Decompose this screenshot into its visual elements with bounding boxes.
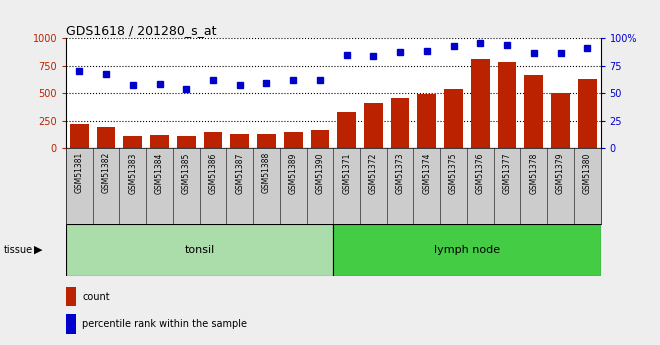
Text: GSM51385: GSM51385 xyxy=(182,152,191,194)
Text: GSM51387: GSM51387 xyxy=(235,152,244,194)
Bar xyxy=(230,134,249,148)
Bar xyxy=(337,112,356,148)
Text: lymph node: lymph node xyxy=(434,245,500,255)
Bar xyxy=(391,98,409,148)
Text: GDS1618 / 201280_s_at: GDS1618 / 201280_s_at xyxy=(66,24,216,37)
Text: tonsil: tonsil xyxy=(185,245,214,255)
Text: GSM51383: GSM51383 xyxy=(128,152,137,194)
Bar xyxy=(204,132,222,148)
Bar xyxy=(333,224,601,276)
Bar xyxy=(70,124,88,148)
Bar xyxy=(150,135,169,148)
Bar xyxy=(284,132,302,148)
Bar xyxy=(418,94,436,148)
Text: GSM51375: GSM51375 xyxy=(449,152,458,194)
Bar xyxy=(123,136,142,148)
Bar xyxy=(471,59,490,148)
Bar xyxy=(257,134,276,148)
Bar xyxy=(444,89,463,148)
Bar xyxy=(525,76,543,148)
Bar xyxy=(578,79,597,148)
Bar xyxy=(97,127,116,148)
Text: GSM51378: GSM51378 xyxy=(529,152,539,194)
Text: ▶: ▶ xyxy=(34,245,42,255)
Text: GSM51373: GSM51373 xyxy=(395,152,405,194)
Bar xyxy=(66,314,76,334)
Text: GSM51382: GSM51382 xyxy=(102,152,111,194)
Text: GSM51381: GSM51381 xyxy=(75,152,84,194)
Text: GSM51389: GSM51389 xyxy=(288,152,298,194)
Bar xyxy=(66,224,333,276)
Text: GSM51384: GSM51384 xyxy=(155,152,164,194)
Text: GSM51372: GSM51372 xyxy=(369,152,378,194)
Bar xyxy=(364,102,383,148)
Text: GSM51371: GSM51371 xyxy=(342,152,351,194)
Text: tissue: tissue xyxy=(3,245,32,255)
Text: count: count xyxy=(82,292,110,302)
Text: GSM51388: GSM51388 xyxy=(262,152,271,194)
Bar xyxy=(311,130,329,148)
Text: GSM51380: GSM51380 xyxy=(583,152,592,194)
Bar xyxy=(498,62,516,148)
Bar xyxy=(551,93,570,148)
Text: GSM51374: GSM51374 xyxy=(422,152,432,194)
Text: GSM51377: GSM51377 xyxy=(502,152,512,194)
Bar xyxy=(66,287,76,306)
Text: GSM51376: GSM51376 xyxy=(476,152,485,194)
Text: GSM51379: GSM51379 xyxy=(556,152,565,194)
Text: percentile rank within the sample: percentile rank within the sample xyxy=(82,319,247,329)
Text: GSM51390: GSM51390 xyxy=(315,152,325,194)
Text: GSM51386: GSM51386 xyxy=(209,152,218,194)
Bar xyxy=(177,136,195,148)
